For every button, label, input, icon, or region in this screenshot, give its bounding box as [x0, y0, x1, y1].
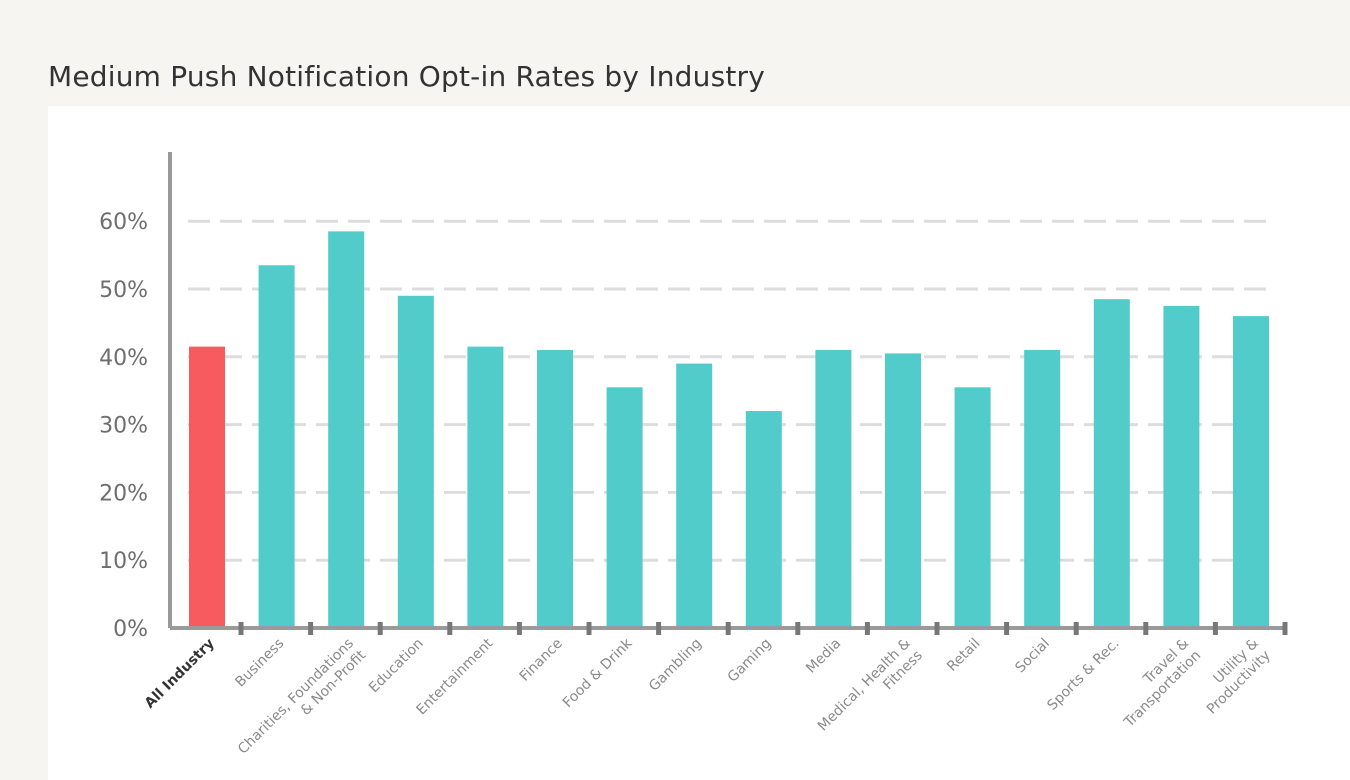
bar: [537, 350, 573, 628]
category-label: Retail: [944, 636, 983, 675]
bar: [1233, 316, 1269, 628]
category-label: Social: [1012, 636, 1053, 677]
bar: [676, 363, 713, 628]
category-label: Utility &Productivity: [1192, 635, 1274, 717]
y-tick-label: 30%: [99, 414, 148, 439]
y-tick-label: 10%: [99, 549, 148, 574]
category-label: Entertainment: [413, 635, 496, 718]
category-label: Business: [232, 636, 287, 691]
y-tick-label: 40%: [99, 346, 148, 371]
bar: [1093, 299, 1130, 628]
y-tick-label: 0%: [113, 617, 148, 642]
category-label: Travel &Transportation: [1109, 635, 1205, 731]
y-tick-label: 60%: [99, 210, 148, 235]
bar: [258, 265, 295, 628]
category-label: All Industry: [142, 636, 218, 712]
bar: [397, 295, 434, 628]
bar: [467, 346, 504, 628]
bar: [1024, 350, 1061, 628]
bar: [745, 411, 782, 628]
bar-chart: 0% 10% 20% 30% 40% 50% 60% All Industry Business…: [99, 152, 1288, 758]
bar: [189, 346, 225, 628]
bar: [954, 387, 991, 628]
category-label: Education: [366, 636, 427, 697]
category-label: Gambling: [646, 636, 705, 695]
chart-panel: 0% 10% 20% 30% 40% 50% 60% All Industry Business…: [48, 106, 1350, 780]
category-label: Food & Drink: [560, 635, 636, 711]
bar: [815, 350, 852, 628]
bar: [1163, 305, 1200, 628]
bar: [606, 387, 643, 628]
y-tick-label: 50%: [99, 278, 148, 303]
category-label: Media: [803, 636, 844, 677]
category-label: Gaming: [725, 636, 775, 686]
bar: [885, 353, 921, 628]
category-label: Sports & Rec.: [1044, 636, 1122, 714]
y-tick-label: 20%: [99, 481, 148, 506]
category-label: Finance: [517, 636, 566, 685]
bar: [328, 231, 365, 628]
chart-title: Medium Push Notification Opt-in Rates by…: [48, 60, 766, 93]
